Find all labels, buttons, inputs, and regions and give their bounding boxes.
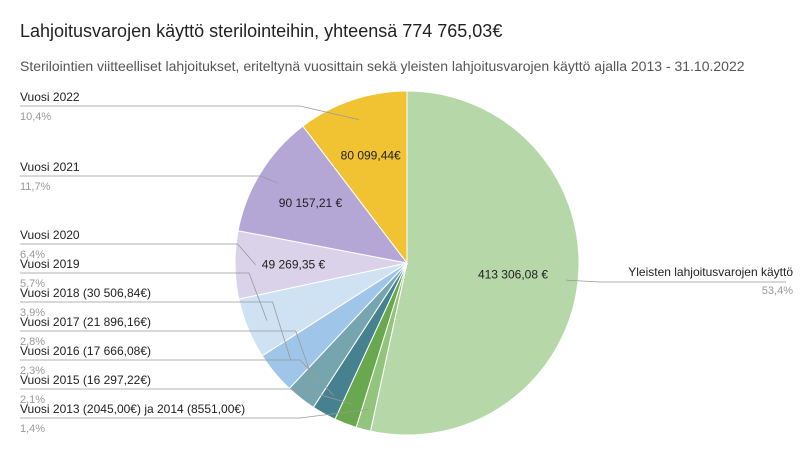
leader-line	[20, 409, 369, 419]
slice-name-label: Vuosi 2022	[20, 90, 80, 104]
slice-name-label: Vuosi 2019	[20, 257, 80, 271]
leader-line	[20, 330, 315, 383]
pie-slices	[234, 90, 580, 436]
slice-percent-label: 2,8%	[20, 336, 45, 348]
leader-line	[565, 279, 786, 283]
slice-percent-label: 10,4%	[20, 111, 51, 123]
slice-percent-label: 3,9%	[20, 307, 45, 319]
pie-slice	[302, 90, 408, 265]
pie-slice	[369, 90, 580, 436]
slice-percent-label: 53,4%	[762, 285, 793, 297]
leader-line	[20, 243, 256, 265]
chart-title: Lahjoitusvarojen käyttö sterilointeihin,…	[20, 21, 503, 41]
slice-percent-label: 1,4%	[20, 423, 45, 435]
leader-lines	[20, 105, 786, 419]
slice-value-label: 90 157,21 €	[279, 196, 343, 210]
leader-line	[20, 105, 359, 120]
leader-line	[20, 388, 353, 405]
slice-percent-label: 2,1%	[20, 394, 45, 406]
side-labels: Yleisten lahjoitusvarojen käyttö 53,4% Vuo…	[20, 90, 793, 435]
leader-line	[20, 359, 335, 396]
slice-name-label: Vuosi 2016 (17 666,08€)	[20, 344, 151, 358]
slice-percent-label: 6,4%	[20, 249, 45, 261]
slice-percent-label: 5,7%	[20, 278, 45, 290]
leader-line	[20, 272, 268, 321]
slice-percent-label: 11,7%	[20, 181, 51, 193]
slice-name-label: Yleisten lahjoitusvarojen käyttö	[628, 265, 793, 279]
value-labels: 413 306,08 € 49 269,35 € 90 157,21 € 80 099…	[262, 148, 549, 281]
slice-value-label: 413 306,08 €	[478, 267, 548, 281]
slice-name-label: Vuosi 2013 (2045,00€) ja 2014 (8551,00€)	[20, 402, 245, 416]
leader-line	[20, 301, 291, 360]
slice-percent-label: 2,3%	[20, 365, 45, 377]
leader-line	[20, 175, 279, 184]
slice-name-label: Vuosi 2018 (30 506,84€)	[20, 286, 151, 300]
slice-name-label: Vuosi 2021	[20, 160, 80, 174]
slice-name-label: Vuosi 2020	[20, 228, 80, 242]
slice-value-label: 80 099,44€	[341, 148, 401, 162]
chart-subtitle: Sterilointien viitteelliset lahjoitukset…	[20, 58, 745, 74]
pie-slice	[237, 125, 409, 264]
slice-value-label: 49 269,35 €	[262, 257, 326, 271]
slice-name-label: Vuosi 2015 (16 297,22€)	[20, 373, 151, 387]
slice-name-label: Vuosi 2017 (21 896,16€)	[20, 315, 151, 329]
